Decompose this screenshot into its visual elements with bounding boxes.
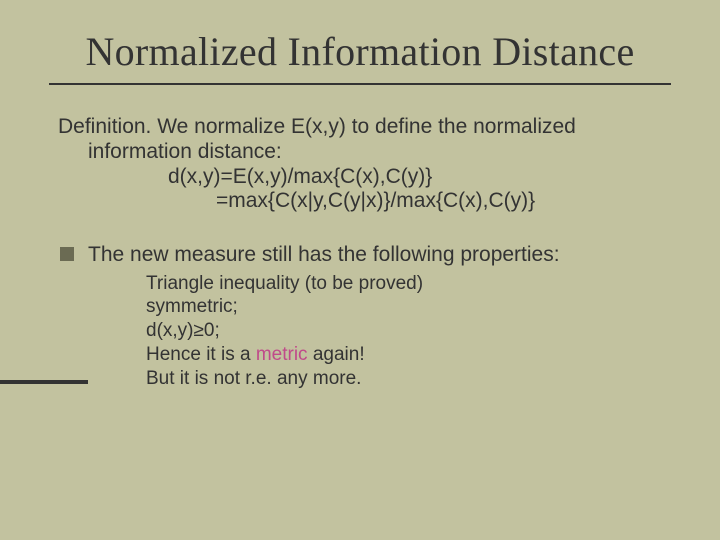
square-bullet-icon xyxy=(60,247,74,261)
sub-item: symmetric; xyxy=(146,295,668,319)
sub-item: Triangle inequality (to be proved) xyxy=(146,272,668,296)
sub-item-text-after: again! xyxy=(308,344,365,365)
sub-item: d(x,y)≥0; xyxy=(146,319,668,343)
definition-line-1: Definition. We normalize E(x,y) to defin… xyxy=(58,115,668,140)
highlight-word: metric xyxy=(256,344,308,365)
definition-formula-1: d(x,y)=E(x,y)/max{C(x),C(y)} xyxy=(58,165,668,190)
sub-item: But it is not r.e. any more. xyxy=(146,367,668,391)
decorative-left-bar xyxy=(0,380,88,384)
title-underline xyxy=(49,83,671,85)
content-area: Definition. We normalize E(x,y) to defin… xyxy=(48,115,672,390)
slide-title: Normalized Information Distance xyxy=(48,28,672,75)
definition-line-2: information distance: xyxy=(58,140,668,165)
sub-item: Hence it is a metric again! xyxy=(146,343,668,367)
definition-formula-2: =max{C(x|y,C(y|x)}/max{C(x),C(y)} xyxy=(58,189,668,214)
sub-bullet-list: Triangle inequality (to be proved) symme… xyxy=(88,272,668,391)
slide: Normalized Information Distance Definiti… xyxy=(0,0,720,540)
bullet-text: The new measure still has the following … xyxy=(88,243,560,266)
bullet-list: The new measure still has the following … xyxy=(58,242,668,390)
bullet-item: The new measure still has the following … xyxy=(58,242,668,390)
definition-block: Definition. We normalize E(x,y) to defin… xyxy=(58,115,668,214)
sub-item-text-before: Hence it is a xyxy=(146,344,256,365)
